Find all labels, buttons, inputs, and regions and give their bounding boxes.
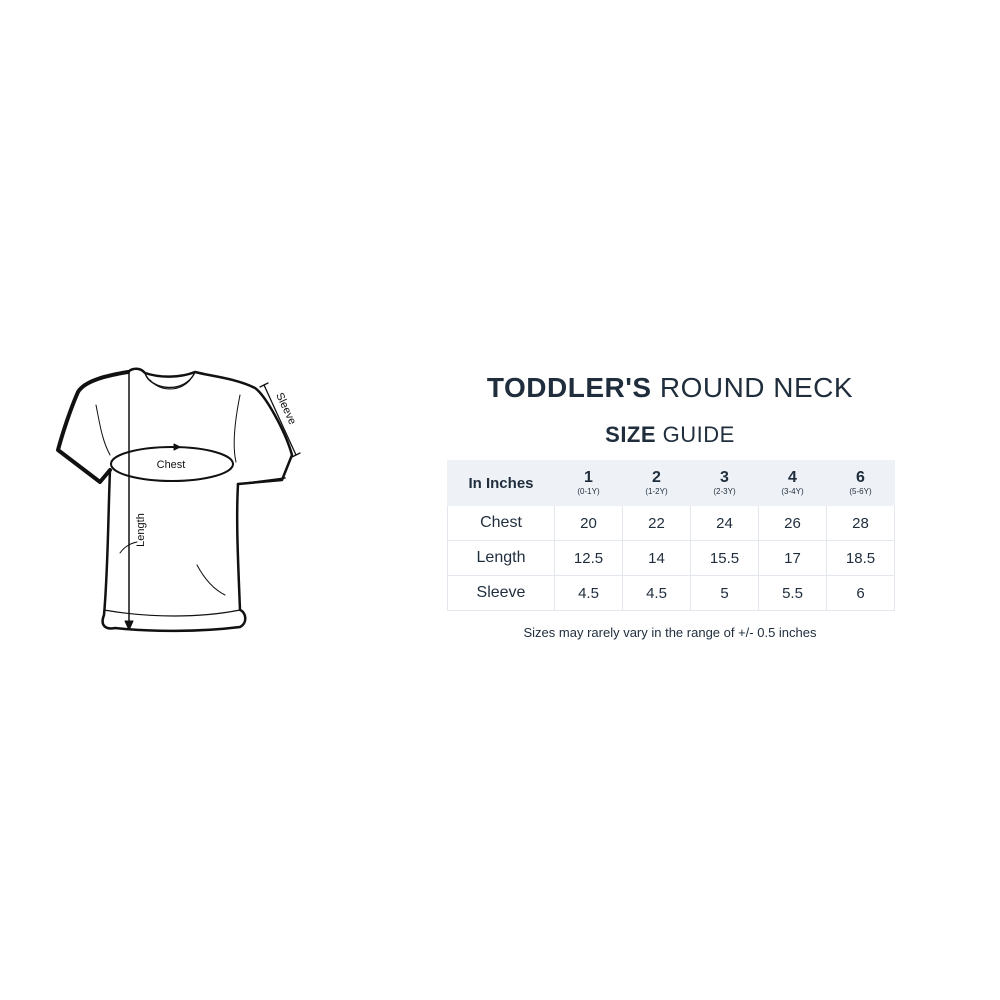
table-corner: In Inches [447,460,555,506]
chest-measure-ellipse [110,446,234,482]
table-cell: 14 [622,540,691,576]
size-age: (0-1Y) [577,487,600,496]
size-header: 3 (2-3Y) [690,460,759,506]
size-age: (3-4Y) [781,487,804,496]
size-age: (5-6Y) [849,487,872,496]
size-age: (2-3Y) [713,487,736,496]
row-label: Length [447,540,555,576]
table-cell: 15.5 [690,540,759,576]
table-cell: 18.5 [826,540,895,576]
table-cell: 6 [826,575,895,611]
size-header: 1 (0-1Y) [554,460,623,506]
sleeve-measure-line [263,384,297,456]
row-label: Sleeve [447,575,555,611]
subtitle-rest: GUIDE [662,422,735,447]
size-number: 6 [856,469,865,486]
table-row: Chest 20 22 24 26 28 [447,505,895,541]
table-header-row: In Inches 1 (0-1Y) 2 (1-2Y) 3 (2-3Y) 4 (3-4Y… [447,460,895,506]
table-cell: 24 [690,505,759,541]
table-cell: 5 [690,575,759,611]
size-age: (1-2Y) [645,487,668,496]
page-title: TODDLER'S ROUND NECK [440,372,900,404]
page-subtitle: SIZE GUIDE [440,422,900,448]
size-variance-note: Sizes may rarely vary in the range of +/… [523,625,817,640]
table-row: Length 12.5 14 15.5 17 18.5 [447,540,895,576]
table-cell: 5.5 [758,575,827,611]
table-cell: 28 [826,505,895,541]
size-header: 2 (1-2Y) [622,460,691,506]
chest-arrow-icon [173,443,181,451]
table-cell: 17 [758,540,827,576]
size-number: 3 [720,469,729,486]
size-table: In Inches 1 (0-1Y) 2 (1-2Y) 3 (2-3Y) 4 (3-4Y… [447,460,895,611]
table-cell: 26 [758,505,827,541]
table-cell: 12.5 [554,540,623,576]
size-header: 6 (5-6Y) [826,460,895,506]
chest-label: Chest [157,459,186,471]
table-cell: 4.5 [554,575,623,611]
title-bold: TODDLER'S [486,372,652,403]
subtitle-bold: SIZE [605,422,657,447]
row-label: Chest [447,505,555,541]
table-cell: 22 [622,505,691,541]
size-header: 4 (3-4Y) [758,460,827,506]
table-cell: 20 [554,505,623,541]
table-row: Sleeve 4.5 4.5 5 5.5 6 [447,575,895,611]
title-rest: ROUND NECK [659,372,854,403]
size-number: 1 [584,469,593,486]
tshirt-outline [56,367,294,633]
size-number: 2 [652,469,661,486]
length-arrow-icon [124,620,134,631]
size-number: 4 [788,469,797,486]
length-label: Length [135,513,147,547]
table-cell: 4.5 [622,575,691,611]
